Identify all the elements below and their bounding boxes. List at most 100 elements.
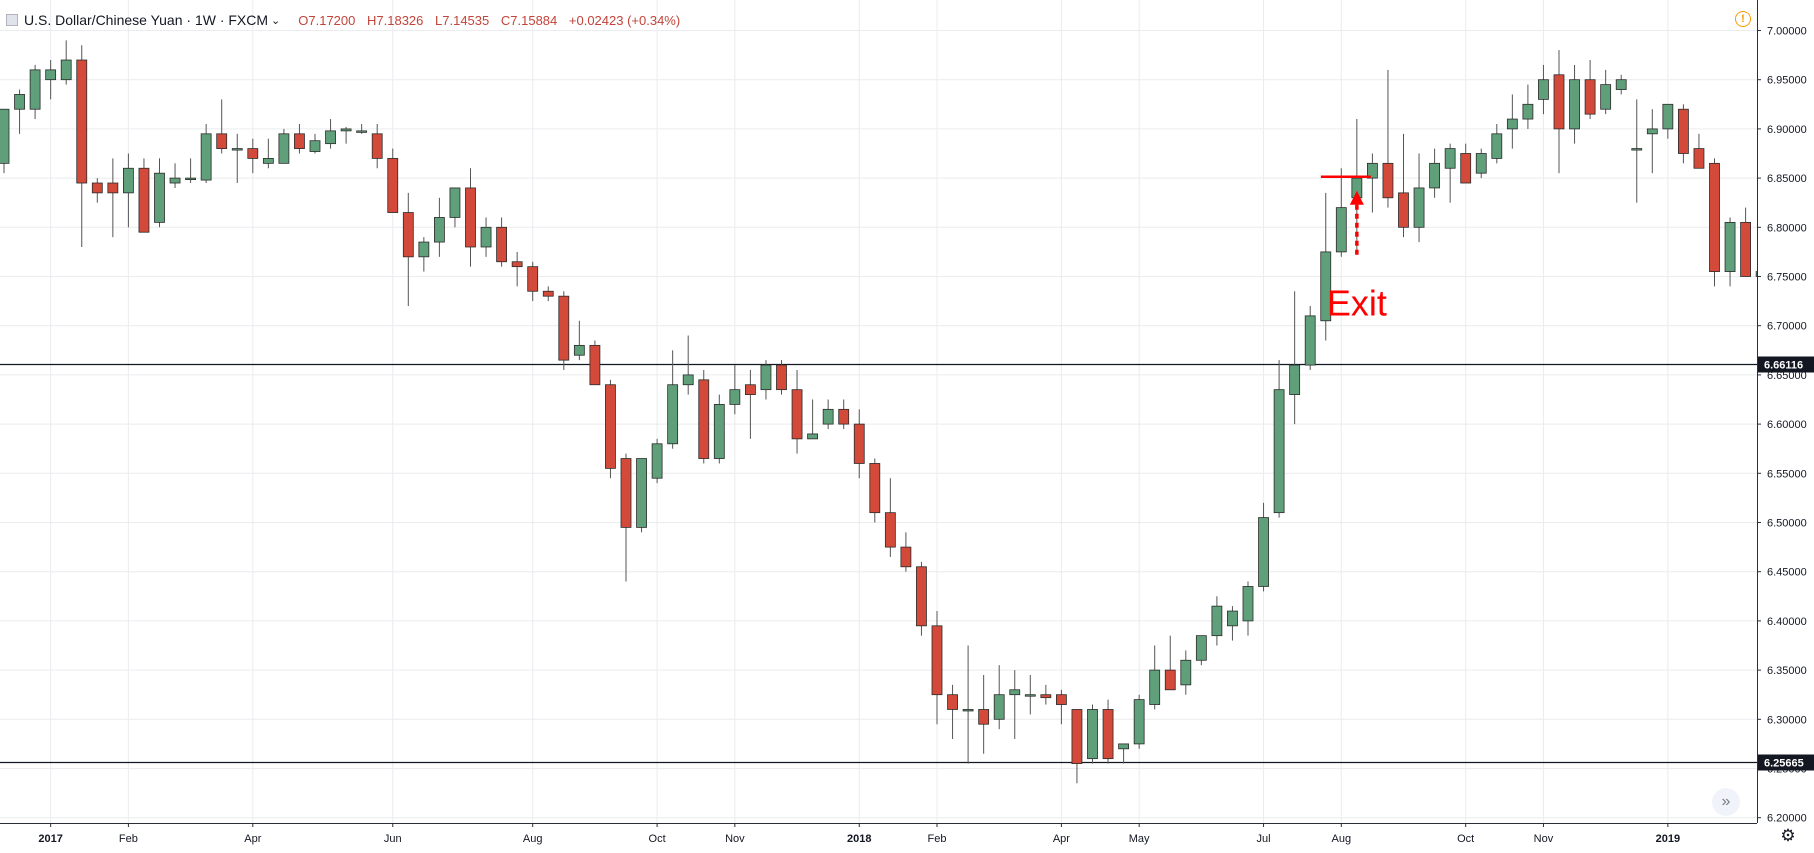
candle-down	[900, 546, 912, 568]
price-level-badge	[1758, 754, 1814, 771]
time-tick-label: May	[1129, 833, 1150, 845]
candle-down	[1709, 162, 1720, 272]
time-tick-label: Oct	[1457, 833, 1474, 845]
price-tick-label: 6.55000	[1767, 468, 1807, 480]
time-tick-label: Aug	[523, 833, 543, 845]
candle-down	[402, 212, 414, 258]
time-tick-label: 2019	[1656, 833, 1680, 845]
candle-down	[589, 344, 601, 386]
candle-up	[278, 133, 290, 164]
warning-icon[interactable]: !	[1735, 11, 1751, 27]
candle-down	[1382, 162, 1394, 199]
candle-up	[123, 167, 134, 194]
candle-down	[107, 182, 119, 194]
time-tick-label: Feb	[928, 833, 947, 845]
candle-up	[1631, 148, 1643, 151]
time-tick-label: Apr	[244, 833, 261, 845]
candle-up	[1289, 364, 1301, 395]
time-tick-label: Oct	[649, 833, 666, 845]
candle-up	[169, 177, 181, 184]
candle-down	[1740, 221, 1751, 277]
time-tick-label: Feb	[119, 833, 138, 845]
candle-down	[1398, 192, 1409, 228]
time-axis[interactable]: 2017 Feb Apr Jun Aug Oct Nov 2018 Feb Apr May Jul Au…	[0, 823, 1757, 853]
price-tick-label: 6.75000	[1767, 272, 1807, 284]
candle-up	[760, 364, 772, 391]
candle-down	[1460, 153, 1472, 184]
price-level-label: 6.25665	[1764, 758, 1804, 770]
price-axis-background	[1757, 0, 1814, 853]
candle-down	[884, 512, 896, 548]
candle-up	[14, 94, 25, 110]
price-tick-label: 6.45000	[1767, 567, 1807, 579]
price-tick-label: 6.80000	[1767, 222, 1807, 234]
symbol-title[interactable]: U.S. Dollar/Chinese Yuan · 1W · FXCM	[24, 12, 269, 28]
candle-up	[1133, 699, 1145, 745]
candle-up	[1600, 84, 1612, 110]
candle-up	[807, 433, 818, 440]
candle-up	[45, 69, 57, 81]
candle-up	[1211, 605, 1223, 637]
candle-up	[1662, 103, 1674, 130]
candle-up	[1258, 517, 1269, 587]
candle-down	[869, 463, 881, 514]
candle-up	[1367, 162, 1378, 179]
candle-up	[418, 241, 430, 258]
candle-down	[542, 290, 554, 297]
time-tick-label: Aug	[1332, 833, 1352, 845]
candle-up	[1087, 709, 1098, 760]
time-tick-label: Nov	[725, 833, 745, 845]
candle-up	[60, 59, 72, 81]
candle-down	[496, 226, 508, 263]
candle-up	[1491, 133, 1503, 159]
price-tick-label: 6.70000	[1767, 321, 1807, 333]
candle-up	[1646, 128, 1658, 135]
candle-down	[387, 158, 399, 213]
candle-down	[605, 384, 616, 469]
close-value: C7.15884	[500, 12, 558, 28]
candle-up	[480, 226, 492, 248]
candle-up	[651, 443, 663, 479]
candle-up	[1538, 79, 1549, 100]
candle-up	[154, 172, 165, 223]
chevron-down-icon[interactable]: ⌄	[271, 14, 281, 27]
candle-down	[1693, 148, 1705, 169]
candle-down	[511, 261, 523, 268]
open-value: O7.17200	[298, 12, 356, 28]
candle-up	[573, 344, 585, 356]
candle-down	[1584, 79, 1596, 115]
candle-up	[1569, 79, 1580, 130]
candle-up	[682, 374, 694, 386]
candle-down	[745, 384, 756, 395]
candle-down	[1164, 669, 1176, 691]
time-axis-background	[0, 823, 1757, 853]
low-value: L7.14535	[435, 12, 490, 28]
candle-down	[76, 59, 88, 184]
candle-up	[1024, 694, 1036, 697]
candle-down	[853, 423, 865, 464]
candle-up	[822, 408, 834, 425]
change-value: +0.02423 (+0.34%)	[568, 12, 681, 28]
candle-down	[776, 364, 787, 391]
exit-annotation: Exit	[1320, 175, 1387, 324]
gear-icon[interactable]: ⚙	[1780, 826, 1796, 845]
candle-down	[371, 133, 383, 159]
candle-up	[1506, 118, 1518, 130]
candle-down	[558, 295, 570, 361]
high-value: H7.18326	[367, 12, 424, 28]
time-tick-label: Jul	[1257, 833, 1271, 845]
candle-down	[216, 133, 228, 149]
scroll-to-realtime-button[interactable]: »	[1712, 788, 1740, 816]
candle-up	[1273, 389, 1285, 514]
candle-up	[1149, 669, 1161, 705]
candle-up	[1242, 586, 1254, 622]
price-axis[interactable]: 7.00000 6.95000 6.90000 6.85000 6.80000 6.750…	[1757, 0, 1814, 853]
price-tick-label: 6.90000	[1767, 124, 1807, 136]
candle-down	[1040, 694, 1052, 699]
candle-up	[1195, 635, 1207, 661]
candle-down	[947, 694, 958, 710]
candle-up	[713, 404, 725, 459]
price-tick-label: 6.20000	[1767, 813, 1807, 825]
candle-down	[247, 148, 259, 159]
